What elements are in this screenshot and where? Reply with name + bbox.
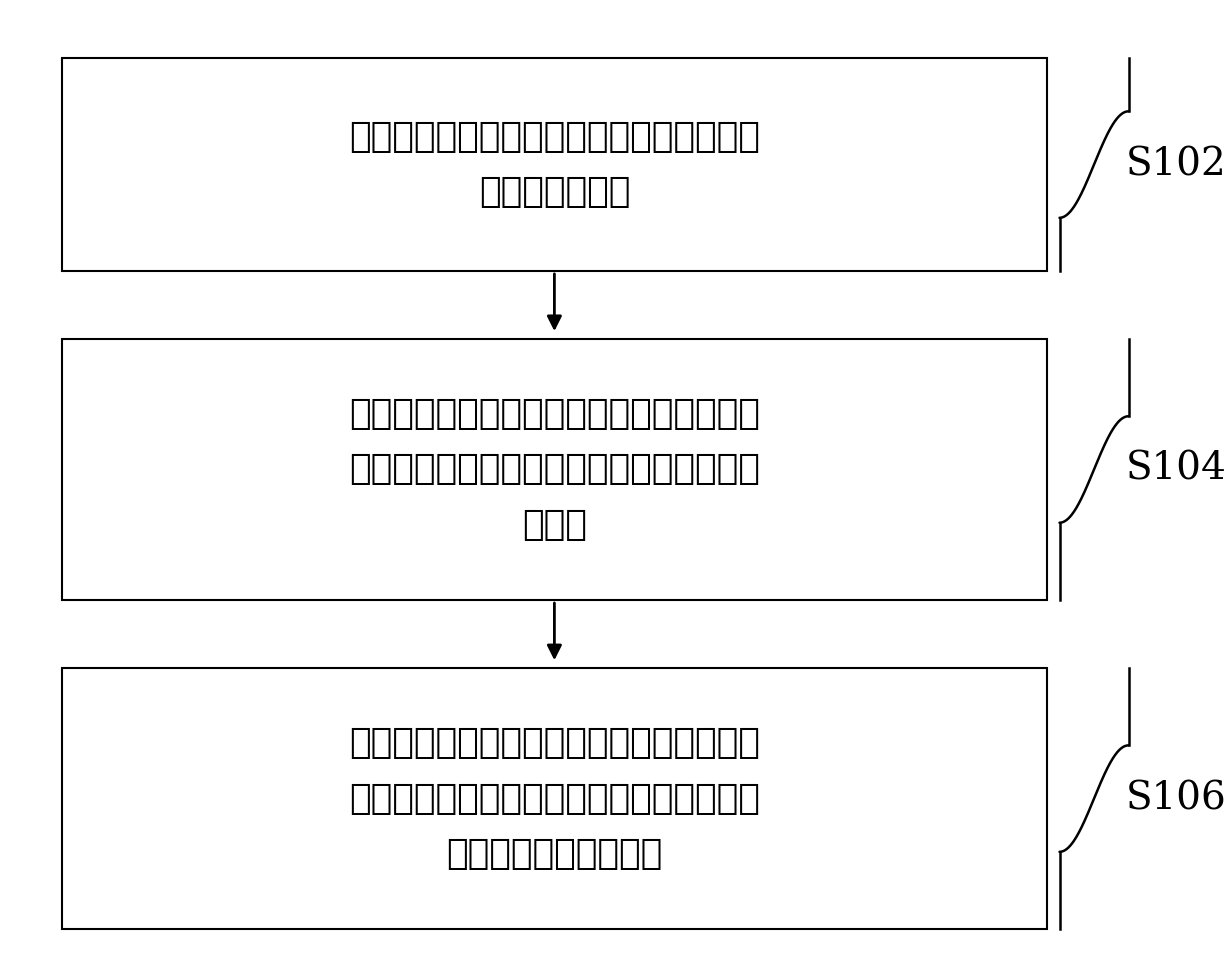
FancyBboxPatch shape [62, 339, 1047, 600]
FancyBboxPatch shape [62, 668, 1047, 929]
Text: 若第一变化速率大于等于预设变化速率且速
率的第一变化速度大于等于预设变化速度，
则调整机组的风机转速: 若第一变化速率大于等于预设变化速率且速 率的第一变化速度大于等于预设变化速度， … [349, 726, 760, 871]
FancyBboxPatch shape [62, 58, 1047, 271]
Text: S106: S106 [1126, 780, 1227, 817]
Text: 获取机组中内管温度的第一变化速率和速率
的第一变化速度: 获取机组中内管温度的第一变化速率和速率 的第一变化速度 [349, 120, 760, 209]
Text: S104: S104 [1126, 451, 1227, 488]
Text: S102: S102 [1126, 146, 1227, 183]
Text: 将第一变化速率和预设变化速率进行比较，
并将速率的第一变化速度和预设变化速度进
行比较: 将第一变化速率和预设变化速率进行比较， 并将速率的第一变化速度和预设变化速度进 … [349, 397, 760, 542]
